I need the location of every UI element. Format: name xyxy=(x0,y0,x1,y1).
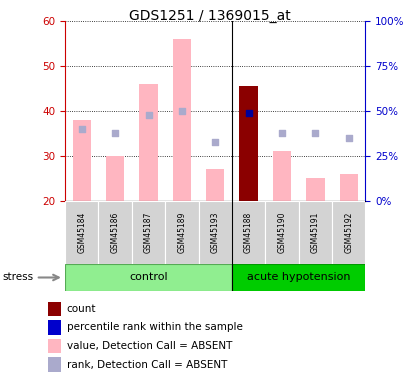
Text: acute hypotension: acute hypotension xyxy=(247,273,350,282)
Bar xyxy=(299,201,332,264)
Bar xyxy=(232,264,365,291)
Text: GSM45190: GSM45190 xyxy=(278,212,286,253)
Bar xyxy=(239,86,258,201)
Bar xyxy=(48,302,61,316)
Point xyxy=(278,130,285,136)
Bar xyxy=(98,201,132,264)
Point xyxy=(112,130,118,136)
Point xyxy=(312,130,319,136)
Point xyxy=(212,139,218,145)
Bar xyxy=(132,201,165,264)
Point xyxy=(345,135,352,141)
Text: GSM45193: GSM45193 xyxy=(211,212,220,253)
Bar xyxy=(48,339,61,353)
Text: GSM45191: GSM45191 xyxy=(311,212,320,253)
Bar xyxy=(106,156,124,201)
Bar xyxy=(173,39,191,201)
Bar xyxy=(48,357,61,372)
Point xyxy=(79,126,85,132)
Text: value, Detection Call = ABSENT: value, Detection Call = ABSENT xyxy=(67,341,232,351)
Bar xyxy=(165,201,199,264)
Text: GSM45186: GSM45186 xyxy=(110,212,120,253)
Text: stress: stress xyxy=(2,273,33,282)
Bar xyxy=(206,169,224,201)
Bar xyxy=(73,120,91,201)
Bar xyxy=(273,151,291,201)
Text: count: count xyxy=(67,304,96,314)
Bar xyxy=(265,201,299,264)
Text: percentile rank within the sample: percentile rank within the sample xyxy=(67,322,242,332)
Point xyxy=(178,108,185,114)
Text: GSM45188: GSM45188 xyxy=(244,212,253,253)
Bar xyxy=(332,201,365,264)
Text: GSM45187: GSM45187 xyxy=(144,212,153,253)
Bar xyxy=(65,264,232,291)
Bar xyxy=(199,201,232,264)
Bar xyxy=(65,201,98,264)
Text: control: control xyxy=(129,273,168,282)
Text: GSM45184: GSM45184 xyxy=(77,212,86,253)
Bar xyxy=(306,178,325,201)
Bar xyxy=(139,84,158,201)
Text: GSM45189: GSM45189 xyxy=(177,212,186,253)
Text: GSM45192: GSM45192 xyxy=(344,212,353,253)
Text: GDS1251 / 1369015_at: GDS1251 / 1369015_at xyxy=(129,9,291,23)
Bar xyxy=(339,174,358,201)
Point xyxy=(145,112,152,118)
Point xyxy=(245,110,252,116)
Text: rank, Detection Call = ABSENT: rank, Detection Call = ABSENT xyxy=(67,360,227,369)
Bar xyxy=(232,201,265,264)
Bar xyxy=(48,320,61,334)
